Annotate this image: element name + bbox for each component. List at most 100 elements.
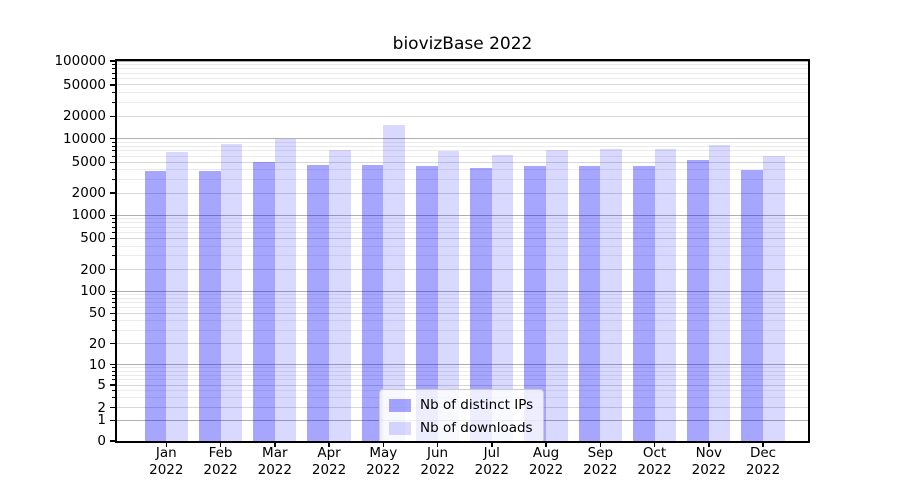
y-minor-tick-mark — [112, 255, 115, 257]
x-tick-label: Feb 2022 — [203, 445, 238, 478]
minor-gridline — [117, 367, 808, 369]
y-tick-label: 500 — [80, 230, 106, 247]
plot-canvas: Nb of distinct IPs Nb of downloads — [117, 61, 808, 441]
gridline — [117, 269, 808, 271]
minor-gridline — [117, 374, 808, 376]
y-minor-tick-mark — [112, 64, 115, 66]
y-tick-label: 20000 — [63, 108, 106, 125]
minor-gridline — [117, 379, 808, 381]
x-tick-label: Mar 2022 — [257, 445, 292, 478]
y-minor-tick-mark — [112, 367, 115, 369]
minor-gridline — [117, 294, 808, 296]
minor-gridline — [117, 245, 808, 247]
minor-gridline — [117, 155, 808, 157]
legend-item-downloads: Nb of downloads — [389, 420, 533, 436]
gridline — [117, 61, 808, 62]
x-tick-mark — [436, 443, 439, 447]
bar-nb-of-downloads — [654, 149, 677, 441]
bar-nb-of-downloads — [274, 138, 297, 441]
y-minor-tick-mark — [112, 226, 115, 228]
minor-gridline — [117, 329, 808, 331]
minor-gridline — [117, 231, 808, 233]
minor-gridline — [117, 78, 808, 80]
x-tick-label: Sep 2022 — [583, 445, 618, 478]
y-tick-mark — [110, 406, 115, 409]
y-minor-tick-mark — [112, 297, 115, 299]
x-tick-mark — [274, 443, 276, 447]
y-minor-tick-mark — [112, 92, 115, 94]
gridline — [117, 364, 808, 366]
minor-gridline — [117, 141, 808, 143]
y-tick-label: 2 — [97, 399, 106, 416]
x-tick-mark — [653, 443, 656, 447]
x-tick-mark — [491, 443, 493, 447]
legend-swatch-downloads — [389, 421, 411, 435]
minor-gridline — [117, 68, 808, 70]
minor-gridline — [117, 169, 808, 171]
y-minor-tick-mark — [112, 374, 115, 376]
minor-gridline — [117, 307, 808, 309]
y-tick-label: 100 — [80, 283, 106, 300]
y-tick-label: 200 — [80, 261, 106, 278]
y-tick-mark — [110, 84, 115, 86]
bar-nb-of-downloads — [437, 151, 460, 441]
minor-gridline — [117, 179, 808, 181]
y-tick-mark — [110, 342, 115, 345]
y-minor-tick-mark — [112, 72, 115, 74]
y-minor-tick-mark — [112, 379, 115, 381]
y-minor-tick-mark — [112, 245, 115, 247]
x-tick-mark — [328, 443, 330, 447]
y-minor-tick-mark — [112, 294, 115, 296]
x-tick-label: Dec 2022 — [745, 445, 781, 478]
minor-gridline — [117, 218, 808, 220]
gridline — [117, 115, 808, 117]
bar-nb-of-distinct-ips — [415, 166, 438, 441]
y-minor-tick-mark — [112, 302, 115, 304]
legend-label-downloads: Nb of downloads — [420, 420, 533, 436]
gridline — [117, 384, 808, 386]
y-tick-label: 2000 — [71, 185, 106, 202]
bar-nb-of-downloads — [546, 149, 568, 441]
x-tick-label: Aug 2022 — [528, 445, 564, 478]
y-tick-mark — [110, 419, 115, 422]
gridline — [117, 84, 808, 86]
x-tick-label: Jul 2022 — [474, 445, 509, 478]
gridline — [117, 343, 808, 345]
x-tick-mark — [382, 443, 385, 447]
bar-nb-of-distinct-ips — [470, 167, 492, 441]
x-tick-mark — [708, 443, 710, 447]
y-tick-mark — [110, 161, 115, 164]
gridline — [117, 214, 808, 216]
y-tick-mark — [110, 192, 115, 194]
y-tick-label: 10 — [88, 356, 106, 373]
y-tick-label: 10000 — [63, 130, 106, 147]
bar-nb-of-downloads — [600, 148, 622, 441]
y-minor-tick-mark — [112, 102, 115, 104]
y-minor-tick-mark — [112, 141, 115, 143]
y-minor-tick-mark — [112, 231, 115, 233]
bar-nb-of-downloads — [708, 145, 731, 441]
minor-gridline — [117, 297, 808, 299]
y-tick-mark — [110, 237, 115, 240]
y-tick-mark — [110, 137, 115, 140]
gridline — [117, 192, 808, 194]
bar-nb-of-downloads — [763, 156, 785, 441]
y-tick-label: 1000 — [71, 207, 106, 224]
bar-nb-of-downloads — [220, 143, 243, 441]
y-tick-label: 20 — [88, 335, 106, 352]
y-tick-label: 50 — [88, 305, 106, 322]
bar-nb-of-downloads — [491, 155, 514, 441]
legend-item-distinct-ips: Nb of distinct IPs — [389, 397, 533, 413]
y-tick-mark — [110, 312, 115, 315]
y-tick-label: 100000 — [54, 53, 106, 69]
bar-nb-of-distinct-ips — [144, 171, 167, 441]
bar-nb-of-downloads — [383, 124, 405, 441]
bar-nb-of-distinct-ips — [524, 166, 547, 441]
x-tick-label: Nov 2022 — [691, 445, 726, 478]
y-tick-mark — [110, 268, 115, 271]
chart-title: biovizBase 2022 — [392, 34, 533, 54]
minor-gridline — [117, 102, 808, 104]
y-minor-tick-mark — [112, 68, 115, 70]
y-minor-tick-mark — [112, 78, 115, 80]
